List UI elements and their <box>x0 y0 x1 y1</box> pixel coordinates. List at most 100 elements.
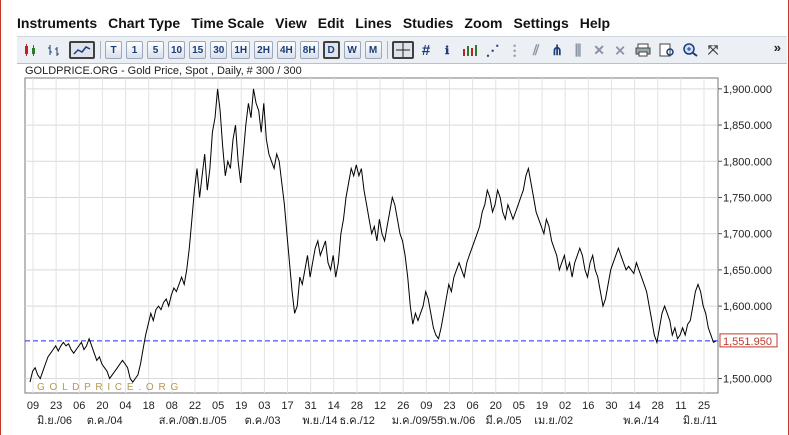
current-price-label: 1,551.950 <box>723 336 772 348</box>
x-month-label: ธ.ค./12 <box>339 415 374 427</box>
timescale-tick-button[interactable]: T <box>105 41 122 59</box>
print-preview-icon[interactable] <box>657 41 677 59</box>
x-day-label: 04 <box>119 400 131 412</box>
studies-icon[interactable] <box>460 41 480 59</box>
x-day-label: 19 <box>235 400 247 412</box>
x-day-label: 25 <box>698 400 710 412</box>
x-day-label: 05 <box>212 400 224 412</box>
x-month-label: พ.ค./14 <box>623 415 659 427</box>
x-day-label: 06 <box>73 400 85 412</box>
price-series-line <box>29 88 717 383</box>
y-tick-label: 1,600.000 <box>723 301 772 313</box>
x-day-label: 16 <box>582 400 594 412</box>
menu-edit[interactable]: Edit <box>317 15 345 31</box>
line-chart-icon[interactable] <box>69 41 95 59</box>
x-day-label: 23 <box>443 400 455 412</box>
timescale-daily-button[interactable]: D <box>322 41 340 59</box>
x-day-label: 12 <box>374 400 386 412</box>
toolbar-overflow-button[interactable]: » <box>773 40 781 55</box>
pin-icon[interactable]: ⤧ <box>707 42 719 57</box>
fibonacci-icon[interactable]: ⋮ <box>507 41 522 58</box>
x-month-label: มิ.ย./06 <box>37 415 72 427</box>
x-day-label: 09 <box>420 400 432 412</box>
y-tick-label: 1,800.000 <box>723 156 772 168</box>
x-day-label: 28 <box>351 400 363 412</box>
grid-hash-icon[interactable]: # <box>421 41 431 59</box>
timescale-8h-button[interactable]: 8H <box>299 41 319 59</box>
menu-zoom[interactable]: Zoom <box>464 15 503 31</box>
timescale-10min-button[interactable]: 10 <box>168 41 186 59</box>
x-day-label: 11 <box>675 400 686 412</box>
y-tick-label: 1,650.000 <box>723 265 772 277</box>
x-day-label: 28 <box>652 400 664 412</box>
x-day-label: 05 <box>513 400 525 412</box>
x-day-label: 23 <box>50 400 62 412</box>
menu-settings[interactable]: Settings <box>513 15 569 31</box>
x-month-label: พ.ย./14 <box>302 415 337 427</box>
timescale-15min-button[interactable]: 15 <box>189 41 207 59</box>
x-day-label: 17 <box>281 400 293 412</box>
menu-view[interactable]: View <box>275 15 307 31</box>
candlestick-chart-icon[interactable] <box>21 41 41 59</box>
menu-help[interactable]: Help <box>579 15 611 31</box>
crosshair-icon[interactable] <box>391 41 414 59</box>
toolbar-separator <box>100 41 101 59</box>
toolbar: T 1 5 10 15 30 1H 2H 4H 8H D W M # ℹ ⋰ ⋮… <box>17 36 787 64</box>
x-day-label: 14 <box>628 400 640 412</box>
channel-icon[interactable]: ⫽ <box>532 41 540 58</box>
timescale-5min-button[interactable]: 5 <box>147 41 164 59</box>
timescale-weekly-button[interactable]: W <box>343 41 361 59</box>
menu-chart-type[interactable]: Chart Type <box>108 15 181 31</box>
x-day-label: 08 <box>166 400 178 412</box>
timescale-monthly-button[interactable]: M <box>364 41 382 59</box>
chart-caption: GOLDPRICE.ORG - Gold Price, Spot , Daily… <box>25 65 302 77</box>
info-icon[interactable]: ℹ <box>444 44 450 57</box>
x-month-label: ม.ค./09/55 <box>392 415 443 427</box>
zoom-in-icon[interactable] <box>681 41 701 59</box>
y-tick-label: 1,700.000 <box>723 229 772 241</box>
x-axis: 09 23 06 20 04 18 08 22 05 19 03 17 31 14 28 12 26 09 23 06… <box>27 400 717 427</box>
print-icon[interactable] <box>633 41 653 59</box>
x-month-label: ส.ค./08 <box>159 415 194 427</box>
y-tick-label: 1,750.000 <box>723 192 772 204</box>
cycle-lines-icon[interactable]: ⫼ <box>574 41 582 58</box>
menu-time-scale[interactable]: Time Scale <box>191 15 265 31</box>
x-month-label: ก.ย./05 <box>192 415 227 427</box>
current-price-marker: 1,551.950 <box>719 333 778 348</box>
timescale-1h-button[interactable]: 1H <box>231 41 251 59</box>
x-month-label: เม.ย./02 <box>534 415 573 427</box>
menu-instruments[interactable]: Instruments <box>17 15 98 31</box>
menu-studies[interactable]: Studies <box>402 15 454 31</box>
x-month-label: ก.พ./06 <box>440 415 475 427</box>
x-day-label: 30 <box>605 400 617 412</box>
x-day-label: 09 <box>27 400 39 412</box>
toolbar-separator <box>386 41 388 59</box>
y-axis: 1,900.000 1,850.000 1,800.000 1,750.000 1,70… <box>718 84 772 386</box>
x-day-label: 02 <box>559 400 571 412</box>
bar-chart-icon[interactable] <box>45 41 65 59</box>
timescale-30min-button[interactable]: 30 <box>210 41 228 59</box>
x-month-label: ต.ค./03 <box>245 415 281 427</box>
menu-lines[interactable]: Lines <box>355 15 392 31</box>
timescale-4h-button[interactable]: 4H <box>276 41 296 59</box>
x-day-label: 20 <box>490 400 502 412</box>
x-month-label: มี.ค./05 <box>486 414 522 427</box>
timescale-2h-button[interactable]: 2H <box>254 41 273 59</box>
x-month-label: ต.ค./04 <box>87 415 123 427</box>
delete-all-lines-icon[interactable]: ⨯ <box>614 41 626 58</box>
timescale-1min-button[interactable]: 1 <box>126 41 143 59</box>
trendline-icon[interactable]: ⋰ <box>485 41 500 58</box>
x-day-label: 18 <box>143 400 155 412</box>
x-day-label: 31 <box>305 400 317 412</box>
andrews-pitchfork-icon[interactable]: ⋔ <box>551 41 563 58</box>
y-tick-label: 1,850.000 <box>723 120 772 132</box>
watermark: G O L D P R I C E . O R G <box>37 382 179 393</box>
x-day-label: 06 <box>466 400 478 412</box>
x-day-label: 03 <box>258 400 270 412</box>
delete-line-icon[interactable]: ✕ <box>593 41 605 58</box>
y-tick-label: 1,500.000 <box>723 374 772 386</box>
x-day-label: 26 <box>397 400 409 412</box>
y-tick-label: 1,900.000 <box>723 84 772 96</box>
